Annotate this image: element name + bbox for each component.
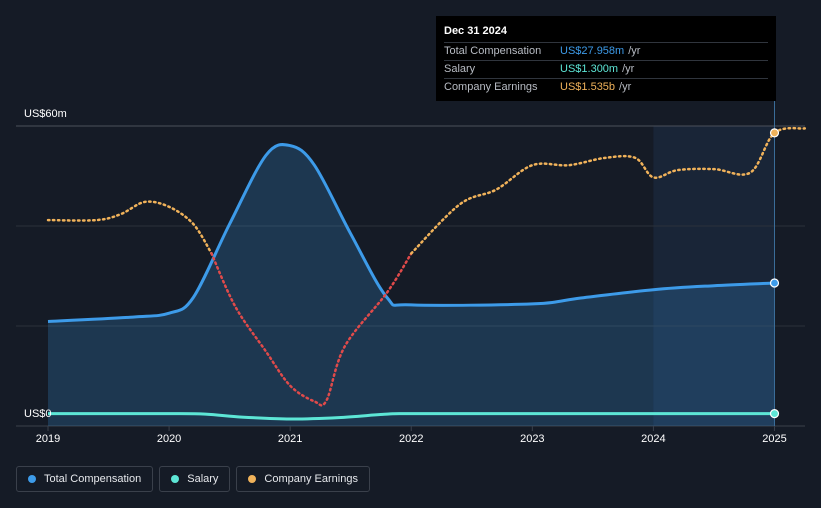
tooltip-row-company-earnings: Company Earnings US$1.535b /yr — [444, 78, 768, 96]
x-tick-label: 2021 — [278, 433, 302, 445]
legend-label: Salary — [187, 473, 219, 485]
tooltip-unit: /yr — [628, 45, 641, 57]
tooltip-label: Salary — [444, 63, 476, 75]
company-earnings-lines — [46, 126, 807, 407]
legend-item-company-earnings[interactable]: Company Earnings — [236, 466, 370, 492]
total-compensation-marker — [769, 278, 780, 288]
gridlines — [16, 125, 805, 427]
y-axis-max-label: US$60m — [24, 108, 67, 120]
tooltip-unit: /yr — [619, 81, 632, 93]
total-compensation-area — [48, 144, 775, 426]
legend-label: Total Compensation — [44, 473, 142, 485]
total-compensation-line — [47, 143, 775, 323]
tooltip-row-total-compensation: Total Compensation US$27.958m /yr — [444, 42, 768, 60]
company-earnings-trough-line — [210, 252, 413, 407]
tooltip-row-salary: Salary US$1.300m /yr — [444, 60, 768, 78]
tooltip-value: US$1.300m — [560, 63, 619, 75]
legend-dot-icon — [28, 475, 36, 483]
x-tick-label: 2025 — [762, 433, 786, 445]
y-axis-zero-label: US$0 — [24, 408, 52, 420]
x-tick-label: 2020 — [157, 433, 181, 445]
forecast-highlight-region — [653, 126, 775, 426]
company-earnings-line — [46, 200, 213, 255]
tooltip-label: Company Earnings — [444, 81, 538, 93]
tooltip-unit: /yr — [622, 63, 635, 75]
x-tick-label: 2019 — [36, 433, 60, 445]
tooltip-value: US$27.958m — [560, 45, 625, 57]
x-tick-label: 2023 — [520, 433, 544, 445]
salary-marker — [769, 409, 780, 419]
legend-item-salary[interactable]: Salary — [159, 466, 231, 492]
hover-tooltip: Dec 31 2024 Total Compensation US$27.958… — [436, 16, 776, 101]
salary-line — [47, 412, 775, 421]
x-tick-label: 2022 — [399, 433, 423, 445]
tooltip-date: Dec 31 2024 — [444, 25, 507, 37]
tooltip-label: Total Compensation — [444, 45, 542, 57]
company-earnings-marker — [769, 128, 780, 138]
legend-dot-icon — [171, 475, 180, 483]
tooltip-value: US$1.535b — [560, 81, 616, 93]
chart-legend: Total Compensation Salary Company Earnin… — [16, 466, 370, 492]
company-earnings-line — [410, 126, 807, 255]
legend-label: Company Earnings — [264, 473, 358, 485]
legend-dot-icon — [248, 475, 257, 483]
x-tick-label: 2024 — [641, 433, 665, 445]
legend-item-total-compensation[interactable]: Total Compensation — [16, 466, 154, 492]
x-axis-ticks: 2019 2020 2021 2022 2023 2024 2025 — [36, 426, 787, 445]
series-markers — [769, 128, 780, 419]
